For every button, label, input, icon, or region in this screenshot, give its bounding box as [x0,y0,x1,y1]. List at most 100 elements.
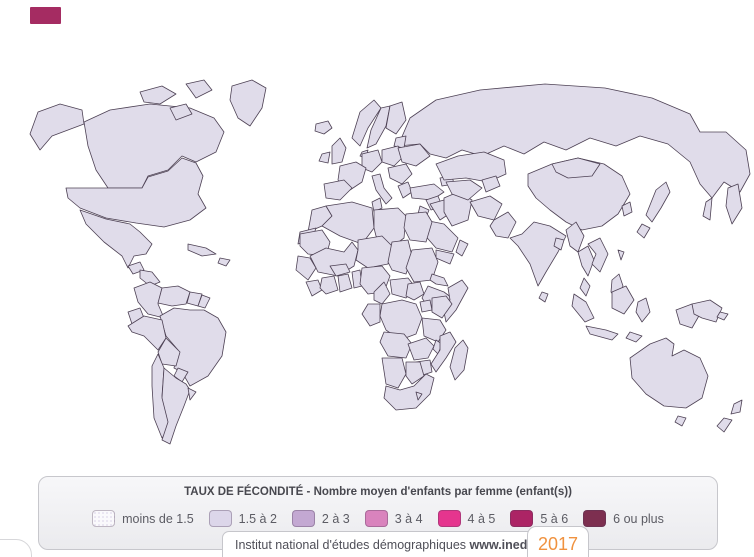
region-senegal-guinea[interactable] [295,255,317,281]
region-chad[interactable] [387,239,413,275]
region-venezuela[interactable] [157,285,191,307]
region-angola[interactable] [379,331,413,359]
region-usa[interactable] [65,157,207,228]
region-uruguay[interactable] [187,387,197,401]
bottom-left-partial-box [0,539,32,557]
legend-label: 2 à 3 [321,511,350,526]
region-borneo[interactable] [611,285,635,315]
region-tunisia[interactable] [371,197,383,213]
region-tasmania[interactable] [674,415,687,427]
region-burkina-faso[interactable] [329,263,351,277]
region-afghanistan[interactable] [469,195,503,221]
region-alaska[interactable] [29,103,85,151]
region-myanmar[interactable] [565,221,585,253]
region-cuba[interactable] [187,243,217,257]
region-south-sudan[interactable] [405,281,425,301]
region-botswana[interactable] [405,361,425,385]
region-australia[interactable] [629,337,709,409]
legend-label: 1.5 à 2 [238,511,277,526]
region-algeria[interactable] [321,201,375,245]
region-mozambique[interactable] [430,331,457,373]
source-link[interactable]: www.ined [469,538,528,552]
legend-swatch [208,510,232,527]
region-japan[interactable] [645,181,671,223]
region-canada[interactable] [83,103,225,189]
legend-label: 3 à 4 [394,511,423,526]
region-ivory-coast[interactable] [319,275,339,295]
region-timor[interactable] [625,331,643,343]
region-sumatra[interactable] [571,293,595,323]
region-spain-portugal[interactable] [323,179,353,201]
region-kenya[interactable] [431,295,453,319]
region-south-africa[interactable] [383,373,435,411]
region-italy[interactable] [371,173,393,205]
region-uk[interactable] [331,137,347,165]
region-cameroon[interactable] [373,281,391,305]
region-ireland[interactable] [318,151,331,164]
region-sri-lanka[interactable] [538,291,549,303]
region-ghana[interactable] [337,273,353,293]
legend-item: 2 à 3 [291,510,350,527]
region-namibia[interactable] [381,357,407,389]
region-sakhalin[interactable] [702,197,713,221]
region-malay-peninsula[interactable] [579,277,591,297]
region-ukraine-belarus[interactable] [397,143,431,167]
region-java[interactable] [585,325,619,341]
region-hispaniola[interactable] [217,257,231,267]
region-egypt[interactable] [403,211,433,243]
region-zambia[interactable] [407,337,435,361]
region-papua-new-guinea[interactable] [691,299,723,323]
region-mexico[interactable] [79,209,153,269]
region-argentina[interactable] [161,367,191,445]
region-arctic-island[interactable] [169,103,193,121]
region-bangladesh[interactable] [553,237,565,251]
region-madagascar[interactable] [449,339,469,381]
region-japan-south[interactable] [636,223,651,239]
region-arctic-island[interactable] [185,79,213,99]
region-lesotho[interactable] [415,391,423,401]
region-gabon-congo[interactable] [361,303,381,327]
legend-item: 1.5 à 2 [208,510,277,527]
region-colombia[interactable] [133,281,165,319]
region-french-guiana[interactable] [197,294,211,309]
region-niger[interactable] [355,235,393,269]
legend-item: 3 à 4 [364,510,423,527]
region-uganda[interactable] [419,299,433,313]
region-new-britain[interactable] [716,311,729,321]
source-text: Institut national d'études démographique… [235,538,470,552]
region-thailand[interactable] [577,245,595,277]
region-finland[interactable] [385,101,407,135]
region-eritrea[interactable] [429,273,449,287]
region-vietnam-laos[interactable] [587,237,609,273]
region-arctic-island[interactable] [139,85,177,105]
region-bolivia[interactable] [157,337,181,367]
region-new-zealand-north[interactable] [730,399,743,415]
year-badge[interactable]: 2017 [527,526,589,557]
region-uzbekistan-turkmenistan[interactable] [445,179,483,201]
region-pakistan[interactable] [489,211,517,239]
region-kamchatka[interactable] [725,183,743,225]
region-mongolia[interactable] [551,157,601,179]
region-balkans[interactable] [387,163,413,185]
region-new-zealand-south[interactable] [716,417,733,433]
legend-swatch [437,510,461,527]
region-iceland[interactable] [314,120,333,135]
region-yemen[interactable] [435,249,455,265]
region-dr-congo[interactable] [379,299,423,341]
region-india[interactable] [509,221,567,287]
legend-label: 4 à 5 [467,511,496,526]
region-oman[interactable] [455,239,469,257]
top-left-marker [30,7,61,24]
region-korea[interactable] [621,201,633,217]
legend-item: 6 ou plus [583,510,664,527]
legend-swatch [364,510,388,527]
region-kazakhstan[interactable] [435,151,507,183]
region-greece[interactable] [397,181,413,199]
region-peru[interactable] [127,315,167,351]
region-tajikistan-kyrgyzstan[interactable] [481,175,501,193]
region-greenland[interactable] [229,79,267,127]
year-label: 2017 [537,534,579,554]
region-sulawesi[interactable] [635,297,651,323]
region-taiwan[interactable] [617,249,625,261]
region-honduras-nicaragua[interactable] [139,269,161,287]
